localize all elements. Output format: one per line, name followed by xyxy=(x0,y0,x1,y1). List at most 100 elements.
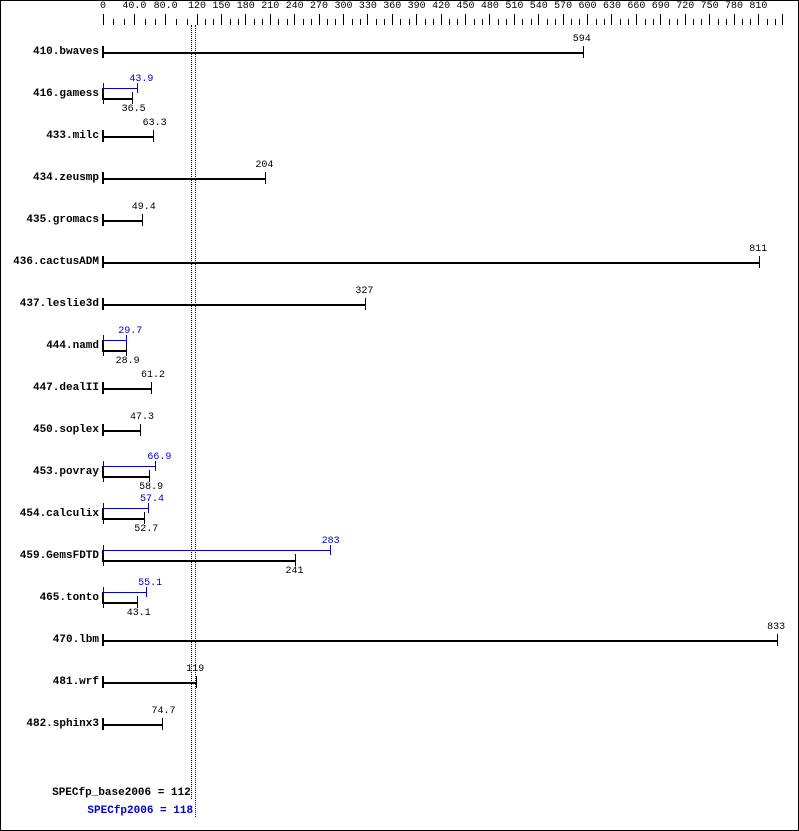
benchmark-row: 435.gromacs49.4 xyxy=(1,199,798,241)
base-bar-cap xyxy=(132,92,133,104)
base-value-label: 327 xyxy=(355,286,373,297)
axis-minor-tick xyxy=(254,19,255,25)
benchmark-name: 436.cactusADM xyxy=(1,256,101,268)
benchmark-name: 470.lbm xyxy=(1,634,101,646)
axis-minor-tick xyxy=(230,19,231,25)
base-bar xyxy=(103,52,583,54)
base-bar-start-cap xyxy=(103,424,104,436)
benchmark-row: 434.zeusmp204 xyxy=(1,157,798,199)
axis-minor-tick xyxy=(335,19,336,25)
base-bar-start-cap xyxy=(103,46,104,58)
base-value-label: 47.3 xyxy=(130,412,154,423)
base-value-label: 119 xyxy=(186,664,204,675)
base-bar-start-cap xyxy=(103,344,104,356)
axis-tick-label: 300 xyxy=(334,1,352,12)
axis-minor-tick xyxy=(155,19,156,25)
base-value-label: 241 xyxy=(285,566,303,577)
base-value-label: 28.9 xyxy=(116,356,140,367)
axis-minor-tick xyxy=(327,19,328,25)
benchmark-name: 416.gamess xyxy=(1,88,101,100)
base-bar-cap xyxy=(162,718,163,730)
benchmark-row: 410.bwaves594 xyxy=(1,31,798,73)
axis-minor-tick xyxy=(213,19,214,25)
axis-tick-label: 210 xyxy=(261,1,279,12)
base-value-label: 63.3 xyxy=(143,118,167,129)
benchmark-name: 433.milc xyxy=(1,130,101,142)
base-bar xyxy=(103,220,142,222)
base-value-label: 74.7 xyxy=(152,706,176,717)
base-value-label: 43.1 xyxy=(127,608,151,619)
axis-minor-tick xyxy=(531,19,532,25)
base-bar xyxy=(103,262,759,264)
benchmark-row: 454.calculix52.757.4 xyxy=(1,493,798,535)
base-bar xyxy=(103,602,137,604)
axis-minor-tick xyxy=(376,19,377,25)
axis-tick-label: 750 xyxy=(701,1,719,12)
axis-minor-tick xyxy=(750,19,751,25)
axis-tick-label: 690 xyxy=(652,1,670,12)
axis-minor-tick xyxy=(547,19,548,25)
base-bar-cap xyxy=(149,470,150,482)
base-bar-cap xyxy=(153,130,154,142)
peak-bar-start-cap xyxy=(103,461,104,471)
axis-minor-tick xyxy=(579,19,580,25)
base-bar-cap xyxy=(151,382,152,394)
base-bar-cap xyxy=(777,634,778,646)
axis-minor-tick xyxy=(628,19,629,25)
axis-minor-tick xyxy=(726,19,727,25)
base-bar-start-cap xyxy=(103,512,104,524)
benchmark-row: 437.leslie3d327 xyxy=(1,283,798,325)
base-bar xyxy=(103,518,144,520)
axis-minor-tick xyxy=(187,19,188,25)
benchmark-name: 465.tonto xyxy=(1,592,101,604)
axis-minor-tick xyxy=(238,19,239,25)
base-bar-cap xyxy=(196,676,197,688)
base-bar-start-cap xyxy=(103,676,104,688)
benchmark-name: 459.GemsFDTD xyxy=(1,550,101,562)
base-value-label: 594 xyxy=(573,34,591,45)
base-bar-cap xyxy=(265,172,266,184)
axis-tick-label: 420 xyxy=(432,1,450,12)
axis-tick-label: 180 xyxy=(237,1,255,12)
axis-tick-label: 390 xyxy=(408,1,426,12)
axis-minor-tick xyxy=(645,19,646,25)
axis-minor-tick xyxy=(113,19,114,25)
peak-bar xyxy=(103,508,148,509)
base-bar-cap xyxy=(759,256,760,268)
benchmark-name: 454.calculix xyxy=(1,508,101,520)
base-bar-start-cap xyxy=(103,596,104,608)
base-value-label: 52.7 xyxy=(134,524,158,535)
benchmark-name: 450.soplex xyxy=(1,424,101,436)
benchmark-row: 433.milc 63.3 xyxy=(1,115,798,157)
axis-minor-tick xyxy=(718,19,719,25)
axis-minor-tick xyxy=(311,19,312,25)
peak-value-label: 66.9 xyxy=(147,452,171,463)
benchmark-name: 444.namd xyxy=(1,340,101,352)
peak-bar xyxy=(103,466,155,467)
peak-bar-start-cap xyxy=(103,503,104,513)
base-value-label: 61.2 xyxy=(141,370,165,381)
base-bar-start-cap xyxy=(103,382,104,394)
base-bar-cap xyxy=(126,344,127,356)
axis-minor-tick xyxy=(767,19,768,25)
axis-tick-label: 270 xyxy=(310,1,328,12)
base-bar xyxy=(103,388,151,390)
benchmark-row: 470.lbm833 xyxy=(1,619,798,661)
axis-minor-tick xyxy=(498,19,499,25)
base-bar xyxy=(103,640,777,642)
base-bar-start-cap xyxy=(103,130,104,142)
axis-minor-tick xyxy=(555,19,556,25)
base-value-label: 204 xyxy=(255,160,273,171)
benchmark-row: 444.namd 28.9 29.7 xyxy=(1,325,798,367)
axis-minor-tick xyxy=(677,19,678,25)
base-bar-cap xyxy=(583,46,584,58)
axis-minor-tick xyxy=(474,19,475,25)
base-bar xyxy=(103,350,126,352)
axis-tick-label: 120 xyxy=(188,1,206,12)
x-axis: 040.080.01201501802102402703003303603904… xyxy=(1,1,798,25)
benchmark-name: 447.dealII xyxy=(1,382,101,394)
peak-value-label: 29.7 xyxy=(118,326,142,337)
base-bar xyxy=(103,304,365,306)
benchmark-row: 453.povray58.966.9 xyxy=(1,451,798,493)
peak-value-label: 55.1 xyxy=(138,578,162,589)
